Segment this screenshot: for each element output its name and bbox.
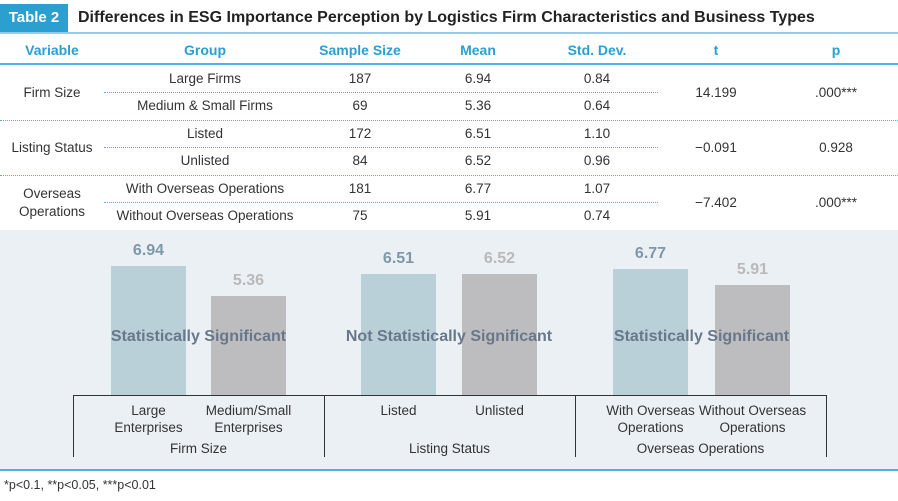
category-label: Large Enterprises [76,402,221,436]
row-separator [104,147,658,148]
category-label: Medium/Small Enterprises [176,402,321,436]
cell-mean: 6.94 [464,71,492,86]
row-separator [104,92,658,93]
cell-group: Large Firms [168,71,241,86]
section-separator [0,120,898,121]
cell-sd: 0.64 [583,98,611,113]
category-label-line: Enterprises [114,420,183,435]
footnote: *p<0.1, **p<0.05, ***p<0.01 [4,478,156,492]
category-label-line: Medium/Small [205,403,292,418]
variable-name-line: Operations [18,204,86,219]
group-divider [324,395,325,457]
cell-group: Medium & Small Firms [137,98,273,113]
bar-value-label: 6.77 [634,245,667,263]
cell-n: 69 [352,98,368,113]
cell-group: Listed [186,126,224,141]
cell-p: 0.928 [819,140,853,155]
column-header: Std. Dev. [567,42,627,58]
bar-chart: 6.94 Large Enterprises 5.36 Medium/Small Ente… [73,242,827,457]
bar [111,266,186,395]
cell-sd: 1.07 [583,181,611,196]
column-header: t [713,42,719,58]
cell-group: Without Overseas Operations [116,208,294,223]
category-label-line: Listed [380,403,417,418]
bar [613,269,688,395]
category-label: Listed [326,402,471,419]
column-header: Group [184,42,226,58]
cell-t: −7.402 [695,195,737,210]
cell-n: 187 [348,71,372,86]
cell-sd: 1.10 [583,126,611,141]
cell-mean: 6.52 [464,153,492,168]
group-label: Listing Status [408,441,491,456]
column-header: Sample Size [319,42,401,58]
category-label-line: With Overseas [606,403,695,418]
group-divider [73,395,74,457]
category-label: With Overseas Operations [578,402,723,436]
cell-sd: 0.74 [583,208,611,223]
cell-t: 14.199 [695,85,737,100]
bar-value-label: 6.52 [483,250,516,268]
table-title: Differences in ESG Importance Perception… [78,9,815,26]
group-divider [826,395,827,457]
cell-group: With Overseas Operations [125,181,285,196]
variable-name: Listing Status [0,121,104,175]
table-label: Table 2 [0,4,68,32]
bar [361,274,436,395]
group-label: Overseas Operations [636,441,765,456]
header-rule [0,63,898,65]
group-divider [575,395,576,457]
significance-label: Not Statistically Significant [345,328,553,345]
title-rule [0,32,898,34]
category-label-line: Without Overseas [698,403,807,418]
cell-n: 84 [352,153,368,168]
column-header: Mean [460,42,496,58]
bar-value-label: 5.36 [232,271,265,289]
cell-sd: 0.84 [583,71,611,86]
bottom-rule [0,469,898,471]
cell-t: −0.091 [695,140,737,155]
category-label-line: Operations [719,420,786,435]
variable-name-line: Overseas [23,186,81,201]
axis-line [73,395,826,396]
variable-name: Overseas Operations [0,176,104,230]
category-label: Unlisted [427,402,572,419]
cell-n: 181 [348,181,372,196]
category-label-line: Operations [617,420,684,435]
cell-mean: 5.36 [464,98,492,113]
significance-label: Statistically Significant [110,328,287,345]
cell-n: 172 [348,126,372,141]
bar [211,295,286,395]
category-label-line: Unlisted [475,403,524,418]
variable-name: Firm Size [0,66,104,120]
variable-name-text: Firm Size [23,85,81,100]
category-label-line: Enterprises [214,420,283,435]
bar [462,274,537,395]
bar-value-label: 5.91 [736,261,769,279]
row-separator [104,202,658,203]
cell-p: .000*** [814,85,858,100]
cell-sd: 0.96 [583,153,611,168]
cell-n: 75 [352,208,368,223]
cell-mean: 5.91 [464,208,492,223]
bar-value-label: 6.51 [382,250,415,268]
category-label-line: Large [131,403,166,418]
category-label: Without Overseas Operations [680,402,825,436]
bar [715,285,790,395]
significance-label: Statistically Significant [613,328,790,345]
column-header: p [831,42,841,58]
cell-mean: 6.51 [464,126,492,141]
cell-group: Unlisted [180,153,230,168]
group-label: Firm Size [170,441,227,456]
cell-mean: 6.77 [464,181,492,196]
bar-value-label: 6.94 [132,242,165,260]
section-separator [0,175,898,176]
cell-p: .000*** [814,195,858,210]
column-header: Variable [25,42,79,58]
variable-name-text: Listing Status [11,140,93,155]
